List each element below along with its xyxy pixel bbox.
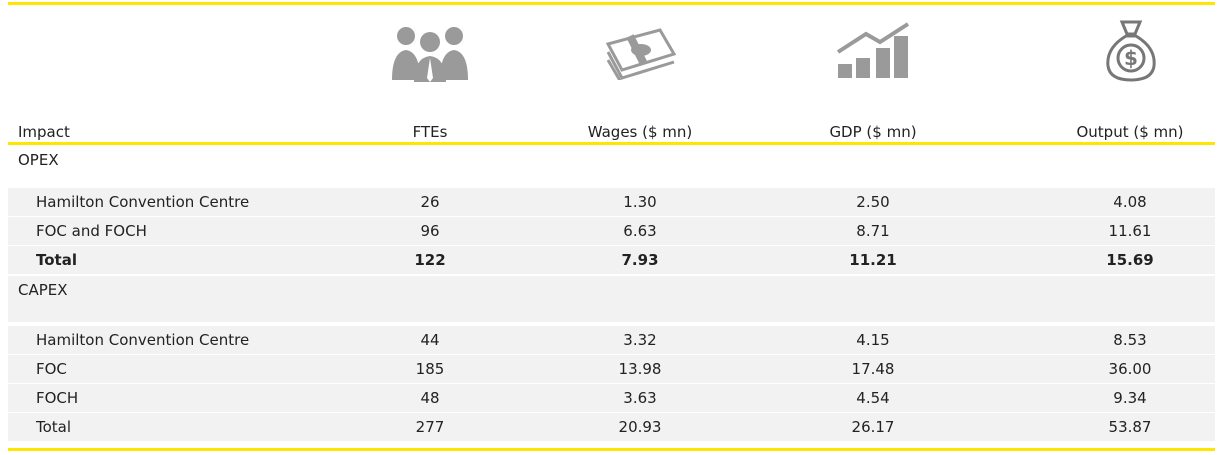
- value-cell: 36.00: [1108, 360, 1152, 378]
- value-cell: 1.30: [623, 193, 657, 211]
- value-cell: 185: [415, 360, 445, 378]
- value-cell: 13.98: [618, 360, 662, 378]
- value-cell: 20.93: [618, 418, 662, 436]
- value-cell: 4.08: [1113, 193, 1147, 211]
- top-rule: [8, 2, 1215, 5]
- section-label: OPEX: [18, 151, 59, 169]
- row-label: FOCH: [36, 389, 79, 407]
- svg-text:$: $: [1124, 46, 1138, 70]
- section-row: [8, 276, 1215, 322]
- value-cell: 4.54: [856, 389, 890, 407]
- value-cell: 122: [414, 251, 446, 269]
- value-cell: 8.53: [1113, 331, 1147, 349]
- value-cell: 48: [420, 389, 440, 407]
- table-row: [8, 326, 1215, 354]
- column-header: Output ($ mn): [1076, 123, 1184, 141]
- row-label: Total: [36, 418, 72, 436]
- row-label: Hamilton Convention Centre: [36, 193, 250, 211]
- table-row: [8, 188, 1215, 216]
- value-cell: 2.50: [856, 193, 890, 211]
- value-cell: 26.17: [851, 418, 895, 436]
- value-cell: 11.21: [849, 251, 897, 269]
- column-header: Impact: [18, 123, 70, 141]
- row-label: Total: [36, 251, 77, 269]
- money-icon: [605, 28, 677, 80]
- value-cell: 96: [420, 222, 440, 240]
- table-row: [8, 384, 1215, 412]
- value-cell: 3.63: [623, 389, 657, 407]
- value-cell: 6.63: [623, 222, 657, 240]
- table-row: [8, 355, 1215, 383]
- table-row: [8, 413, 1215, 441]
- value-cell: 277: [415, 418, 445, 436]
- header-rule: [8, 142, 1215, 145]
- people-icon: [392, 27, 468, 82]
- growth-icon: [836, 22, 910, 78]
- column-header: FTEs: [412, 123, 448, 141]
- row-label: FOC and FOCH: [36, 222, 147, 240]
- value-cell: 26: [420, 193, 440, 211]
- value-cell: 11.61: [1108, 222, 1152, 240]
- value-cell: 3.32: [623, 331, 657, 349]
- table-row: [8, 217, 1215, 245]
- row-label: FOC: [36, 360, 67, 378]
- section-label: CAPEX: [18, 281, 68, 299]
- value-cell: 8.71: [856, 222, 890, 240]
- value-cell: 15.69: [1106, 251, 1154, 269]
- value-cell: 44: [420, 331, 440, 349]
- column-header: GDP ($ mn): [829, 123, 917, 141]
- value-cell: 4.15: [856, 331, 890, 349]
- column-header: Wages ($ mn): [587, 123, 693, 141]
- value-cell: 17.48: [851, 360, 895, 378]
- value-cell: 9.34: [1113, 389, 1147, 407]
- value-cell: 53.87: [1108, 418, 1152, 436]
- money-bag-icon: $: [1106, 20, 1156, 82]
- bottom-rule: [8, 448, 1215, 451]
- table-row: [8, 246, 1215, 274]
- value-cell: 7.93: [621, 251, 659, 269]
- row-label: Hamilton Convention Centre: [36, 331, 250, 349]
